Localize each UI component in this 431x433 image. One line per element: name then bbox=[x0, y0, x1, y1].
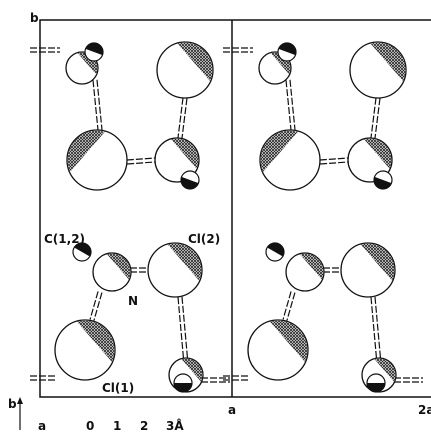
bond bbox=[92, 80, 99, 131]
atom-label: N bbox=[128, 294, 138, 308]
atoms bbox=[30, 41, 423, 393]
bond bbox=[177, 297, 185, 365]
bond bbox=[374, 296, 382, 364]
bond bbox=[374, 98, 381, 139]
atom-label: C(1,2) bbox=[44, 232, 85, 246]
axis-a: a bbox=[228, 403, 236, 417]
hydrogen-shade bbox=[374, 176, 392, 189]
hydrogen-shade bbox=[174, 383, 192, 392]
hydrogen-shade bbox=[367, 383, 385, 392]
scale-tick: 1 bbox=[113, 419, 121, 433]
bond bbox=[126, 157, 155, 161]
scale-tick: 0 bbox=[86, 419, 94, 433]
b-arrow-head bbox=[17, 397, 23, 404]
scale-b: b bbox=[8, 397, 17, 411]
hydrogen-shade bbox=[267, 243, 284, 257]
atom-label: Cl(2) bbox=[188, 232, 220, 246]
bond bbox=[289, 79, 296, 130]
hydrogen-shade bbox=[278, 43, 296, 56]
bond bbox=[319, 157, 348, 161]
bond bbox=[181, 296, 189, 364]
bond bbox=[181, 98, 188, 139]
bond bbox=[177, 97, 184, 138]
bond bbox=[89, 291, 99, 320]
bond bbox=[282, 291, 292, 320]
hydrogen-shade bbox=[85, 43, 103, 56]
atom-label: Cl(1) bbox=[102, 381, 134, 395]
cell-border bbox=[39, 19, 431, 398]
bond bbox=[320, 161, 349, 165]
bond bbox=[127, 161, 156, 165]
bond bbox=[93, 292, 103, 321]
scale-a: a bbox=[38, 419, 46, 433]
unit-cell bbox=[39, 19, 431, 398]
scale-tick: 3Å bbox=[166, 418, 184, 433]
bond bbox=[370, 297, 378, 365]
axis-2a: 2a bbox=[418, 403, 431, 417]
bond bbox=[286, 292, 296, 321]
hydrogen-shade bbox=[181, 176, 199, 189]
bond bbox=[370, 97, 377, 138]
hydrogen-shade bbox=[74, 243, 91, 257]
bond bbox=[285, 80, 292, 131]
bond bbox=[96, 79, 103, 130]
scale-tick: 2 bbox=[140, 419, 148, 433]
axis-b: b bbox=[30, 11, 39, 25]
